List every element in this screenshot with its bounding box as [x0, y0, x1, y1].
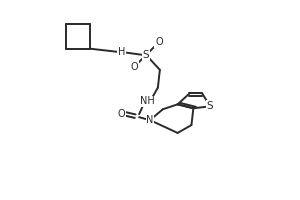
Text: O: O	[130, 62, 138, 72]
Text: N: N	[146, 115, 154, 125]
Text: H: H	[118, 47, 125, 57]
Text: NH: NH	[140, 96, 154, 106]
Text: S: S	[143, 50, 149, 60]
Text: S: S	[207, 101, 214, 111]
Text: O: O	[155, 37, 163, 47]
Text: O: O	[117, 109, 125, 119]
